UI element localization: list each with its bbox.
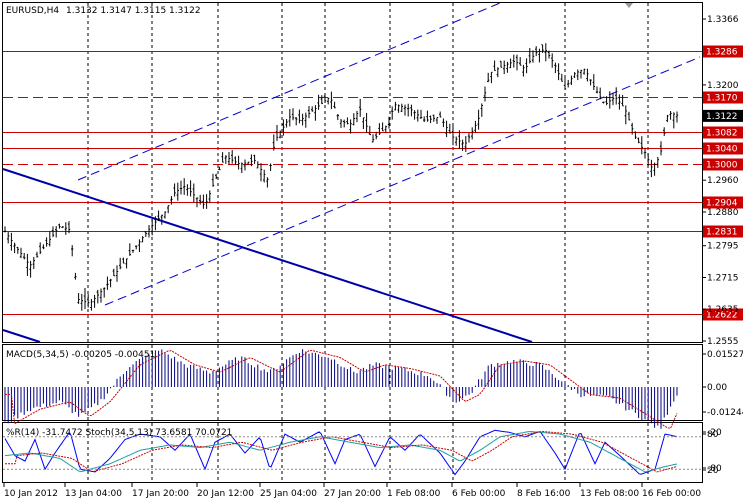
level-label: 1.3082 — [706, 129, 738, 139]
level-label-bg — [703, 308, 743, 321]
horizontal-levels — [3, 51, 702, 315]
trend-channels — [2, 2, 701, 343]
osc-tick-label: 80 — [707, 430, 719, 440]
macd-signal-line — [5, 349, 678, 429]
price-tick-label: 1.3366 — [707, 15, 739, 25]
stoch-signal-line — [5, 430, 678, 473]
symbol-label: EURUSD,H4 — [6, 6, 59, 16]
price-bars — [3, 43, 679, 311]
macd-frame — [2, 344, 703, 421]
price-tick-label: 1.2795 — [707, 242, 739, 252]
level-label-bg — [703, 126, 743, 139]
macd-tick-label: 0.00 — [707, 383, 727, 393]
macd-tick-label: -0.01244 — [707, 408, 743, 418]
level-label-bg — [703, 158, 743, 171]
macd-tick-label: 0.01527 — [707, 350, 743, 360]
oscillator-label: %R(14) -31.7472 Stoch(34,5,13) 73.6581 7… — [6, 428, 232, 438]
level-label: 1.3000 — [706, 161, 738, 171]
time-tick-label: 6 Feb 00:00 — [452, 489, 506, 499]
time-tick-label: 1 Feb 08:00 — [387, 489, 441, 499]
time-tick-label: 17 Jan 20:00 — [132, 489, 189, 499]
level-label: 1.2904 — [706, 199, 738, 209]
time-tick-label: 25 Jan 04:00 — [260, 489, 317, 499]
stoch-main-line — [4, 430, 678, 473]
level-label-bg — [703, 196, 743, 209]
scroll-marker-icon[interactable] — [625, 3, 633, 8]
time-tick-label: 27 Jan 20:00 — [324, 489, 381, 499]
oscillator-frame — [2, 422, 703, 483]
level-label-bg — [703, 91, 743, 104]
level-label-bg — [703, 142, 743, 155]
osc-tick-label: -20 — [707, 428, 722, 438]
time-tick-label: 16 Feb 00:00 — [642, 489, 701, 499]
price-tick-label: 1.3200 — [707, 81, 739, 91]
time-tick-label: 8 Feb 16:00 — [517, 489, 571, 499]
ohlc-values: 1.3132 1.3147 1.3115 1.3122 — [66, 6, 201, 16]
level-label: 1.2831 — [706, 228, 738, 238]
price-tick-label: 1.2715 — [707, 273, 739, 283]
price-tick-label: 1.2635 — [707, 305, 739, 315]
level-label: 1.3170 — [706, 94, 738, 104]
downtrend-line-lower — [2, 329, 41, 343]
level-label: 1.3040 — [706, 145, 738, 155]
price-tick-label: 1.2555 — [707, 337, 739, 347]
macd-axis: 0.01527 0.00 -0.01244 — [702, 350, 743, 418]
price-axis: 1.32861.31701.30821.30401.30001.29041.28… — [702, 15, 743, 347]
level-label: 1.2622 — [706, 311, 738, 321]
time-tick-label: 10 Jan 2012 — [4, 489, 58, 499]
current-price-bg — [703, 109, 743, 122]
time-tick-label: 13 Jan 04:00 — [65, 489, 122, 499]
level-label-bg — [703, 45, 743, 58]
macd-label: MACD(5,34,5) -0.00205 -0.00451 — [6, 350, 155, 360]
main-chart-frame — [2, 2, 703, 343]
level-label: 1.3286 — [706, 48, 738, 58]
channel-upper-line — [77, 2, 501, 181]
time-tick-label: 13 Feb 08:00 — [580, 489, 639, 499]
price-tick-label: 1.2880 — [707, 208, 739, 218]
time-tick-label: 20 Jan 12:00 — [197, 489, 254, 499]
channel-lower-line — [104, 56, 701, 306]
time-axis: 10 Jan 2012 13 Jan 04:00 17 Jan 20:00 20 Ja… — [3, 483, 701, 499]
level-label-bg — [703, 225, 743, 238]
osc-tick-label: 20 — [707, 466, 719, 476]
current-price-label: 1.3122 — [706, 112, 738, 122]
downtrend-line — [2, 168, 533, 343]
price-tick-label: 1.2960 — [707, 176, 739, 186]
osc-tick-label: -80 — [707, 464, 722, 474]
